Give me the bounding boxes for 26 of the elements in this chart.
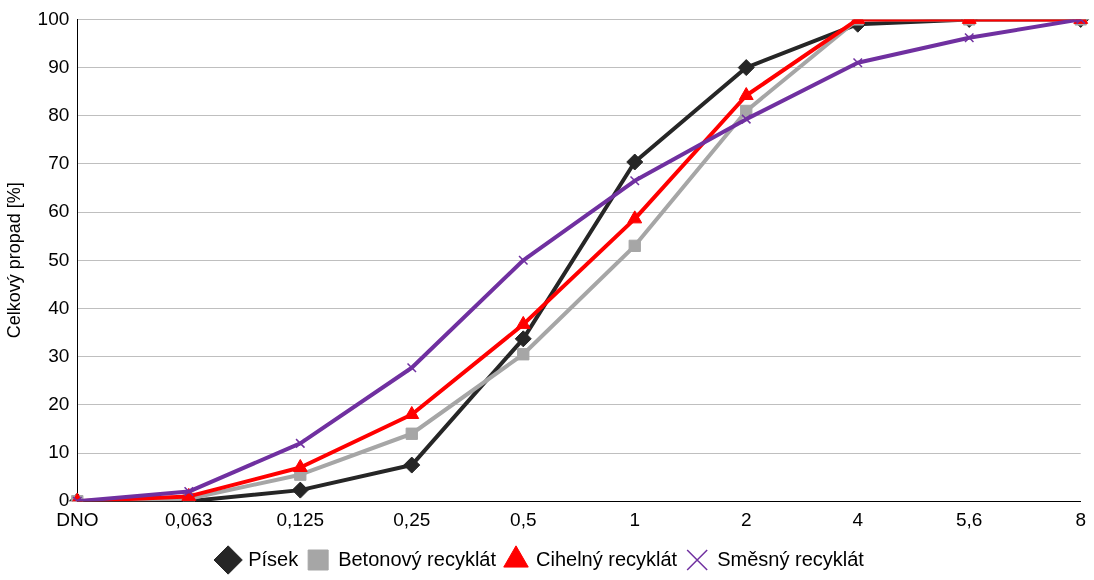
legend-label: Písek bbox=[248, 547, 300, 570]
x-tick-label: 0,063 bbox=[165, 508, 213, 530]
x-tick-label: 0,25 bbox=[393, 508, 431, 530]
y-tick-label: 80 bbox=[48, 103, 70, 125]
y-tick-label: 90 bbox=[48, 55, 70, 77]
x-tick-label: 2 bbox=[740, 508, 752, 530]
y-tick-label: 30 bbox=[48, 344, 70, 366]
y-axis-title: Celkový propad [%] bbox=[3, 182, 24, 339]
x-tick-label: 0,125 bbox=[276, 508, 325, 530]
x-tick-label: 1 bbox=[629, 508, 641, 530]
x-tick-label: 5,6 bbox=[956, 508, 983, 530]
y-tick-label: 20 bbox=[48, 393, 70, 415]
y-tick-label: 70 bbox=[48, 152, 70, 174]
y-tick-label: 50 bbox=[48, 248, 70, 270]
y-tick-label: 40 bbox=[48, 296, 70, 318]
x-tick-label: 8 bbox=[1075, 508, 1087, 530]
y-tick-label: 10 bbox=[48, 441, 70, 463]
y-tick-label: 0 bbox=[58, 489, 70, 511]
y-tick-label: 100 bbox=[37, 7, 70, 29]
legend-label: Směsný recyklát bbox=[717, 547, 865, 570]
x-tick-label: DNO bbox=[56, 508, 99, 530]
legend-label: Betonový recyklát bbox=[338, 547, 497, 570]
x-tick-label: 0,5 bbox=[510, 508, 537, 530]
x-tick-label: 4 bbox=[852, 508, 864, 530]
legend-label: Cihelný recyklát bbox=[536, 547, 678, 570]
y-tick-label: 60 bbox=[48, 200, 70, 222]
